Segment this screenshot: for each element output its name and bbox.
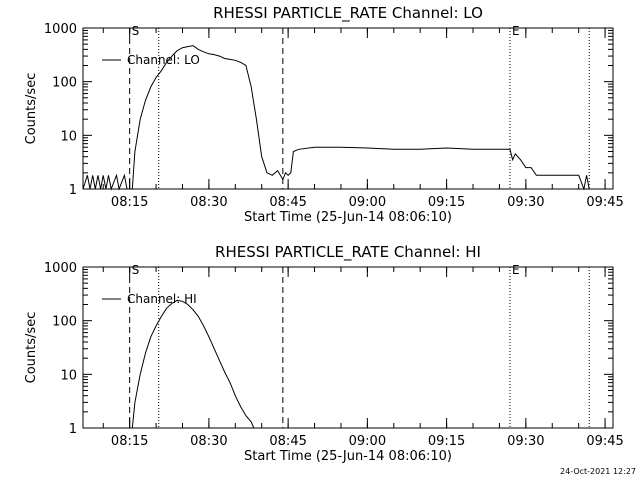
plot-frame [82, 27, 614, 190]
x-tick-label: 08:30 [190, 434, 227, 449]
x-tick-label: 09:45 [586, 434, 623, 449]
x-tick-label: 09:00 [349, 434, 386, 449]
series-line [82, 45, 590, 191]
x-tick-label: 08:45 [269, 195, 306, 210]
x-tick-label: 09:15 [428, 195, 465, 210]
marker-label: E [512, 263, 520, 277]
y-tick-label: 1 [69, 422, 77, 437]
legend-label: Channel: HI [127, 292, 197, 306]
y-axis-label: Counts/sec [24, 73, 39, 145]
x-tick-label: 08:45 [269, 434, 306, 449]
y-tick-label: 10 [60, 129, 77, 144]
y-tick-label: 1000 [44, 22, 77, 37]
marker-label: S [132, 24, 140, 38]
series-line [131, 299, 255, 429]
y-axis-label: Counts/sec [24, 312, 39, 384]
legend-label: Channel: LO [127, 53, 200, 67]
x-axis-label: Start Time (25-Jun-14 08:06:10) [244, 449, 452, 464]
x-tick-label: 09:45 [586, 195, 623, 210]
x-axis-label: Start Time (25-Jun-14 08:06:10) [244, 210, 452, 225]
footer-timestamp: 24-Oct-2021 12:27 [560, 467, 636, 476]
x-tick-label: 08:15 [111, 434, 148, 449]
panel-hi: RHESSI PARTICLE_RATE Channel: HI Counts/s… [24, 243, 624, 464]
x-tick-label: 09:15 [428, 434, 465, 449]
x-tick-label: 08:15 [111, 195, 148, 210]
y-tick-label: 100 [52, 76, 77, 91]
x-tick-label: 09:30 [507, 195, 544, 210]
panel-lo: RHESSI PARTICLE_RATE Channel: LO Counts/s… [24, 4, 624, 225]
chart-title: RHESSI PARTICLE_RATE Channel: HI [215, 243, 481, 262]
x-tick-label: 09:30 [507, 434, 544, 449]
chart-title: RHESSI PARTICLE_RATE Channel: LO [213, 4, 483, 23]
marker-label: E [512, 24, 520, 38]
x-tick-label: 09:00 [349, 195, 386, 210]
plot-frame [82, 266, 614, 429]
x-tick-label: 08:30 [190, 195, 227, 210]
y-tick-label: 100 [52, 315, 77, 330]
y-tick-label: 10 [60, 368, 77, 383]
y-tick-label: 1 [69, 183, 77, 198]
y-tick-label: 1000 [44, 261, 77, 276]
marker-label: S [132, 263, 140, 277]
